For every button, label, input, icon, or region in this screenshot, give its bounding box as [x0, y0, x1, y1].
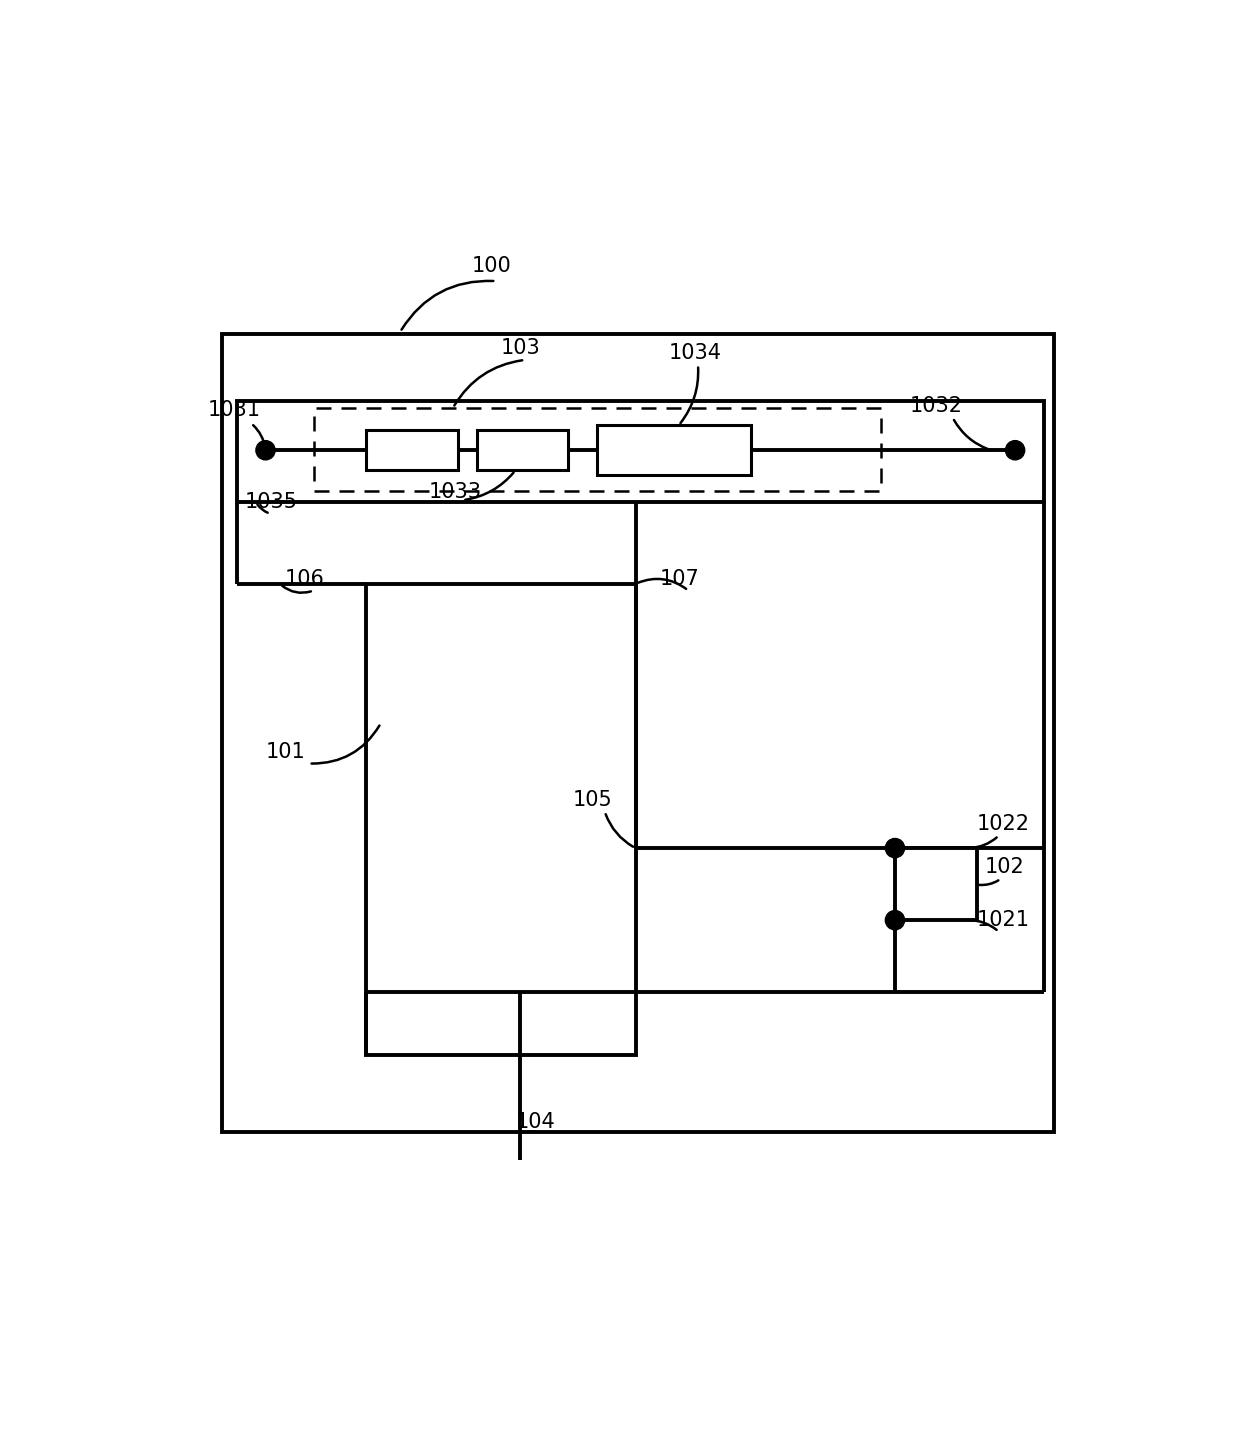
Text: 1022: 1022 [977, 813, 1029, 833]
Text: 106: 106 [285, 569, 325, 589]
Text: 1021: 1021 [977, 909, 1029, 929]
Bar [477, 430, 568, 471]
Bar [367, 584, 635, 1055]
Text: 1035: 1035 [244, 491, 298, 511]
Text: 103: 103 [501, 338, 541, 358]
Text: 100: 100 [472, 256, 512, 276]
Circle shape [255, 441, 275, 460]
Text: 105: 105 [573, 789, 613, 809]
Bar [367, 430, 458, 471]
Circle shape [885, 911, 905, 929]
Bar [314, 408, 880, 491]
Text: 104: 104 [516, 1111, 556, 1131]
Text: 101: 101 [265, 742, 305, 762]
Bar [895, 848, 977, 921]
Text: 107: 107 [660, 569, 699, 589]
Text: 102: 102 [985, 856, 1024, 876]
Circle shape [1006, 441, 1024, 460]
Text: 1032: 1032 [909, 395, 962, 415]
Circle shape [885, 839, 905, 858]
Bar [596, 425, 750, 475]
Bar [222, 334, 1054, 1131]
Text: 1034: 1034 [670, 342, 722, 362]
Text: 1031: 1031 [208, 401, 260, 421]
Bar [237, 401, 1044, 503]
Text: 1033: 1033 [429, 483, 482, 503]
